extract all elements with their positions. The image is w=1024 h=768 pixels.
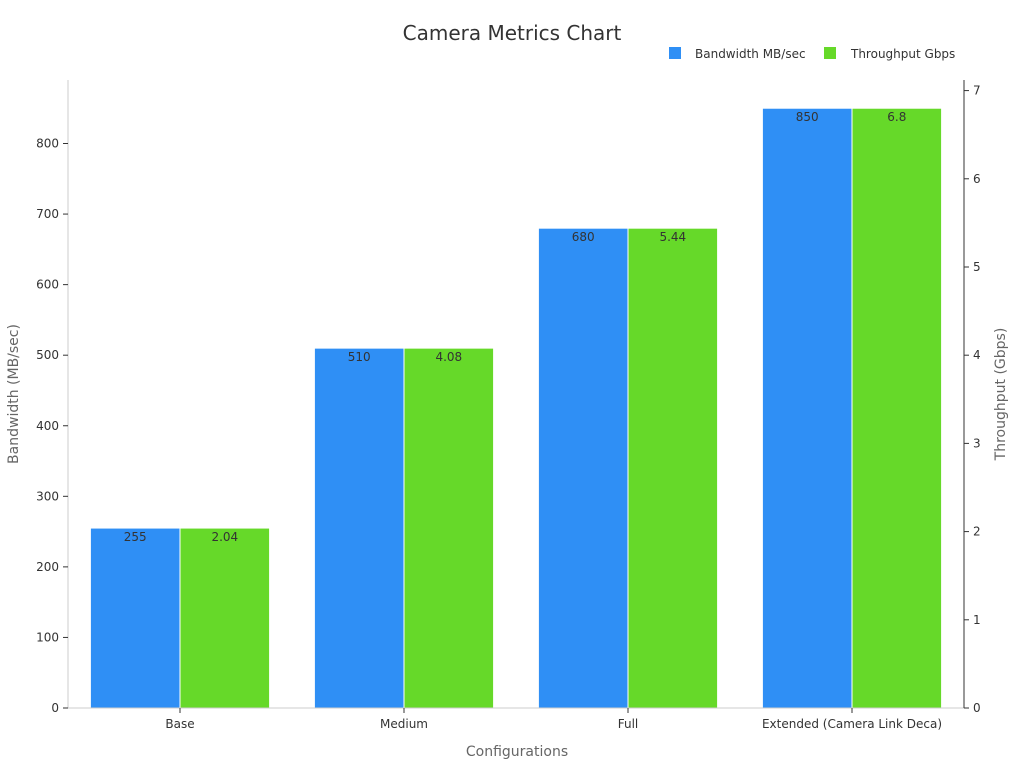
left-axis-title: Bandwidth (MB/sec) <box>6 324 22 464</box>
x-tick-label-full: Full <box>618 717 639 731</box>
bar-throughput-gbps-full <box>627 227 719 709</box>
bar-label-bandwidth-mb-sec-base: 255 <box>124 530 147 544</box>
bar-bandwidth-mb-sec-extended-camera-link-deca <box>761 107 853 709</box>
bar-label-throughput-gbps-medium: 4.08 <box>435 350 462 364</box>
right-axis-ticks: 0 1 2 3 4 5 6 7 <box>964 84 981 715</box>
bars-group <box>89 107 943 709</box>
y-tick-label-300: 300 <box>36 489 59 503</box>
legend-label-throughput: Throughput Gbps <box>850 47 955 61</box>
bar-throughput-gbps-medium <box>403 347 495 709</box>
x-tick-label-extended-camera-link-deca: Extended (Camera Link Deca) <box>762 717 942 731</box>
x-tick-label-base: Base <box>165 717 194 731</box>
y2-tick-label-5: 5 <box>973 260 981 274</box>
y-tick-label-0: 0 <box>51 701 59 715</box>
y-tick-label-100: 100 <box>36 630 59 644</box>
y-tick-label-600: 600 <box>36 278 59 292</box>
y-tick-label-700: 700 <box>36 207 59 221</box>
y-tick-label-500: 500 <box>36 348 59 362</box>
chart-title: Camera Metrics Chart <box>403 21 622 45</box>
bar-bandwidth-mb-sec-base <box>89 527 181 709</box>
y2-tick-label-2: 2 <box>973 525 981 539</box>
legend-swatch-throughput <box>824 47 836 59</box>
x-axis-ticks: Base Medium Full Extended (Camera Link Deca… <box>165 708 942 731</box>
bar-label-throughput-gbps-extended-camera-link-deca: 6.8 <box>887 110 906 124</box>
bar-label-bandwidth-mb-sec-extended-camera-link-deca: 850 <box>796 110 819 124</box>
legend: Bandwidth MB/sec Throughput Gbps <box>669 47 955 61</box>
legend-swatch-bandwidth <box>669 47 681 59</box>
left-axis-ticks: 0 100 200 300 400 500 600 700 800 <box>36 137 68 715</box>
x-tick-label-medium: Medium <box>380 717 428 731</box>
y2-tick-label-1: 1 <box>973 613 981 627</box>
legend-label-bandwidth: Bandwidth MB/sec <box>695 47 806 61</box>
y-tick-label-200: 200 <box>36 560 59 574</box>
y-tick-label-400: 400 <box>36 419 59 433</box>
bar-label-throughput-gbps-base: 2.04 <box>211 530 238 544</box>
bar-label-throughput-gbps-full: 5.44 <box>659 230 686 244</box>
right-axis-title: Throughput (Gbps) <box>993 328 1009 462</box>
x-axis-title: Configurations <box>466 744 568 760</box>
bar-throughput-gbps-extended-camera-link-deca <box>851 107 943 709</box>
y-tick-label-800: 800 <box>36 137 59 151</box>
y2-tick-label-3: 3 <box>973 436 981 450</box>
bar-bandwidth-mb-sec-medium <box>313 347 405 709</box>
y2-tick-label-6: 6 <box>973 172 981 186</box>
y2-tick-label-0: 0 <box>973 701 981 715</box>
y2-tick-label-7: 7 <box>973 84 981 98</box>
y2-tick-label-4: 4 <box>973 348 981 362</box>
bar-label-bandwidth-mb-sec-medium: 510 <box>348 350 371 364</box>
bar-throughput-gbps-base <box>179 527 271 709</box>
bar-bandwidth-mb-sec-full <box>537 227 629 709</box>
bar-label-bandwidth-mb-sec-full: 680 <box>572 230 595 244</box>
bar-labels-group: 255 2.04 510 4.08 680 5.44 850 6.8 <box>124 110 907 544</box>
